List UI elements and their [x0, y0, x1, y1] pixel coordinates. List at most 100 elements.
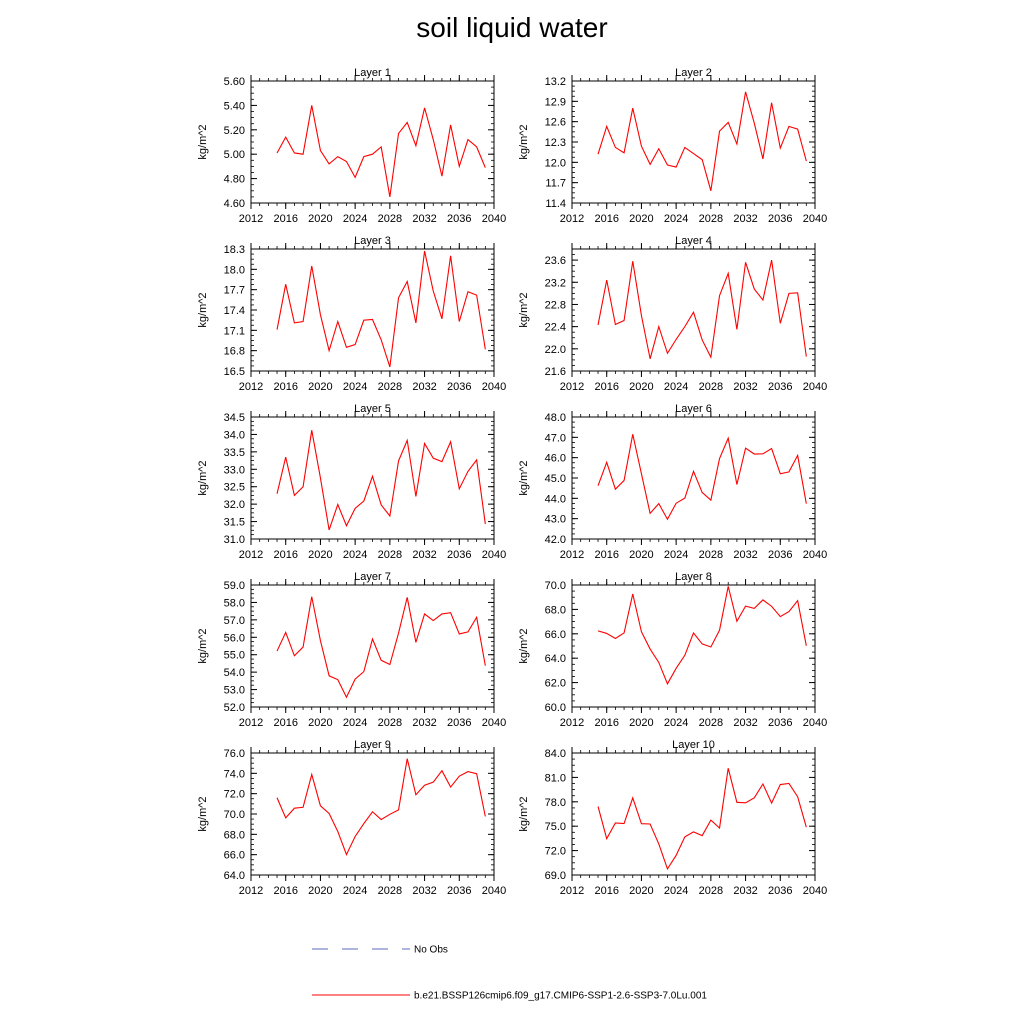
y-axis-label: kg/m^2: [197, 124, 209, 159]
x-tick-label: 2040: [803, 213, 827, 225]
y-tick-label: 33.0: [224, 464, 245, 476]
chart-title: Layer 3: [354, 235, 391, 247]
chart-panel-layer-4: Layer 4 kg/m^2 21.6 22.0 22.4 22.8 23.2 23.6 201…: [518, 235, 827, 393]
y-tick-label: 34.5: [224, 412, 245, 424]
series-line: [597, 434, 807, 521]
chart-panel-layer-2: Layer 2 kg/m^2 11.4 11.7 12.0 12.3 12.6 12.9 13.…: [518, 67, 827, 225]
y-tick-label: 43.0: [545, 514, 566, 526]
plot-frame: [571, 584, 816, 708]
x-tick-label: 2016: [594, 549, 618, 561]
x-tick-label: 2036: [447, 549, 471, 561]
x-tick-label: 2020: [308, 885, 332, 897]
y-tick-label: 18.0: [224, 264, 245, 276]
x-tick-label: 2016: [273, 549, 297, 561]
y-tick-label: 76.0: [224, 748, 245, 760]
series-line: [276, 250, 486, 368]
x-tick-label: 2032: [733, 717, 757, 729]
y-tick-label: 66.0: [224, 850, 245, 862]
y-tick-label: 34.0: [224, 429, 245, 441]
chart-title: Layer 10: [672, 739, 715, 751]
y-tick-label: 17.7: [224, 285, 245, 297]
chart-title: Layer 5: [354, 403, 391, 415]
y-tick-label: 47.0: [545, 432, 566, 444]
series-line: [276, 105, 486, 197]
x-tick-label: 2012: [239, 213, 263, 225]
x-tick-label: 2012: [560, 549, 584, 561]
x-tick-label: 2016: [273, 213, 297, 225]
x-tick-label: 2016: [594, 213, 618, 225]
chart-title: Layer 8: [675, 571, 712, 583]
x-tick-label: 2024: [664, 549, 688, 561]
x-tick-label: 2036: [447, 885, 471, 897]
y-tick-label: 5.60: [224, 76, 245, 88]
x-tick-label: 2040: [803, 549, 827, 561]
y-tick-label: 84.0: [545, 748, 566, 760]
y-tick-label: 5.00: [224, 149, 245, 161]
page-title: soil liquid water: [416, 12, 608, 43]
y-tick-label: 54.0: [224, 667, 245, 679]
x-tick-label: 2024: [343, 381, 367, 393]
chart-panel-layer-7: Layer 7 kg/m^2 52.0 53.0 54.0 55.0 56.0 57.0 58.…: [197, 571, 506, 729]
chart-panel-layer-10: Layer 10 kg/m^2 69.0 72.0 75.0 78.0 81.0 84.0 20…: [518, 739, 827, 897]
y-axis-label: kg/m^2: [197, 292, 209, 327]
y-tick-label: 45.0: [545, 473, 566, 485]
x-tick-label: 2012: [239, 381, 263, 393]
y-tick-label: 11.4: [545, 198, 566, 210]
x-tick-label: 2020: [308, 381, 332, 393]
legend-model-label: b.e21.BSSP126cmip6.f09_g17.CMIP6-SSP1-2.…: [414, 991, 707, 1002]
y-tick-label: 12.9: [545, 96, 566, 108]
y-tick-label: 64.0: [224, 870, 245, 882]
x-tick-label: 2032: [733, 549, 757, 561]
plot-frame: [571, 416, 816, 540]
x-tick-label: 2020: [629, 213, 653, 225]
chart-panel-layer-5: Layer 5 kg/m^2 31.0 31.5 32.0 32.5 33.0 33.5 34.…: [197, 403, 506, 561]
y-tick-label: 11.7: [545, 178, 566, 190]
y-tick-label: 56.0: [224, 632, 245, 644]
y-tick-label: 55.0: [224, 650, 245, 662]
x-tick-label: 2024: [343, 549, 367, 561]
y-tick-label: 78.0: [545, 797, 566, 809]
x-tick-label: 2012: [560, 381, 584, 393]
x-tick-label: 2016: [273, 381, 297, 393]
y-tick-label: 17.4: [224, 305, 245, 317]
y-tick-label: 5.20: [224, 125, 245, 137]
y-axis-label: kg/m^2: [197, 460, 209, 495]
x-tick-label: 2024: [343, 717, 367, 729]
y-tick-label: 74.0: [224, 768, 245, 780]
y-tick-label: 22.8: [545, 299, 566, 311]
x-tick-label: 2020: [629, 549, 653, 561]
series-line: [597, 768, 807, 871]
y-tick-label: 12.0: [545, 157, 566, 169]
y-axis-label: kg/m^2: [197, 796, 209, 831]
x-tick-label: 2020: [308, 549, 332, 561]
y-tick-label: 70.0: [545, 580, 566, 592]
y-tick-label: 12.6: [545, 117, 566, 129]
y-tick-label: 75.0: [545, 821, 566, 833]
x-tick-label: 2036: [447, 717, 471, 729]
plot-frame: [250, 80, 495, 204]
x-tick-label: 2032: [412, 381, 436, 393]
x-tick-label: 2036: [768, 213, 792, 225]
y-tick-label: 52.0: [224, 702, 245, 714]
y-tick-label: 17.1: [224, 325, 245, 337]
x-tick-label: 2040: [803, 717, 827, 729]
y-tick-label: 23.2: [545, 277, 566, 289]
x-tick-label: 2012: [239, 885, 263, 897]
x-tick-label: 2028: [699, 885, 723, 897]
x-tick-label: 2040: [482, 213, 506, 225]
y-tick-label: 57.0: [224, 615, 245, 627]
y-tick-label: 53.0: [224, 685, 245, 697]
x-tick-label: 2024: [343, 885, 367, 897]
y-tick-label: 21.6: [545, 366, 566, 378]
legend-obs-label: No Obs: [414, 945, 448, 956]
y-tick-label: 22.0: [545, 344, 566, 356]
chart-title: Layer 6: [675, 403, 712, 415]
x-tick-label: 2016: [273, 885, 297, 897]
y-tick-label: 62.0: [545, 678, 566, 690]
x-tick-label: 2028: [378, 885, 402, 897]
x-tick-label: 2028: [699, 549, 723, 561]
x-tick-label: 2032: [733, 381, 757, 393]
chart-panel-layer-9: Layer 9 kg/m^2 64.0 66.0 68.0 70.0 72.0 74.0 76.…: [197, 739, 506, 897]
plot-frame: [571, 752, 816, 876]
y-tick-label: 72.0: [545, 846, 566, 858]
